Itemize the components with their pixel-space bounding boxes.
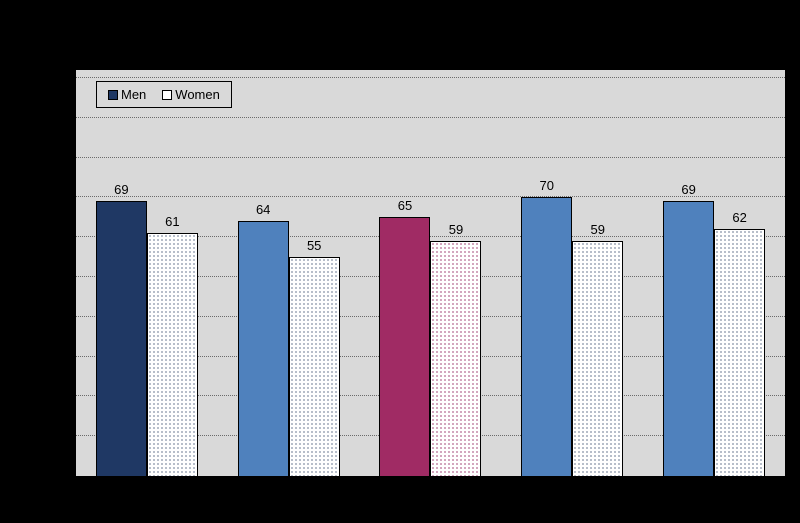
women-value-label: 62 (732, 210, 747, 226)
women-bar (572, 241, 624, 476)
bar-group: 69 62 (643, 70, 785, 476)
men-swatch-icon (108, 89, 118, 100)
bar-group: 70 59 (501, 70, 643, 476)
legend: Men Women (96, 81, 232, 108)
bar-group: 65 59 (360, 70, 502, 476)
women-bar (714, 229, 766, 476)
men-value-label: 70 (539, 178, 555, 194)
men-bar (95, 201, 147, 476)
men-value-label: 69 (114, 182, 129, 198)
men-value-label: 65 (397, 198, 413, 214)
men-value-label: 69 (681, 182, 696, 198)
gridline (76, 196, 785, 198)
women-swatch-icon (162, 89, 173, 100)
women-bar (430, 241, 482, 476)
women-value-label: 55 (306, 238, 322, 254)
bar-group: 64 55 (218, 70, 360, 476)
bar-group: 69 61 (76, 70, 218, 476)
women-bar (288, 257, 340, 476)
bars-layer: 69 61 64 55 65 59 70 59 69 62 (76, 70, 785, 476)
gridline (76, 156, 785, 158)
men-value-label: 64 (255, 202, 271, 218)
women-value-label: 59 (448, 222, 464, 238)
women-value-label: 61 (165, 214, 180, 230)
gridline (76, 236, 785, 238)
legend-label-women: Women (175, 87, 220, 102)
men-bar (663, 201, 715, 476)
men-bar (237, 221, 289, 476)
legend-item-women: Women (162, 87, 220, 102)
men-bar (379, 217, 431, 476)
gridline (76, 116, 785, 118)
women-bar (146, 233, 198, 476)
plot-area: 69 61 64 55 65 59 70 59 69 62 Men Women (75, 70, 785, 478)
gridline (76, 77, 785, 78)
women-value-label: 59 (590, 222, 606, 238)
legend-label-men: Men (121, 87, 147, 102)
legend-item-men: Men (108, 87, 146, 102)
men-bar (521, 197, 573, 476)
